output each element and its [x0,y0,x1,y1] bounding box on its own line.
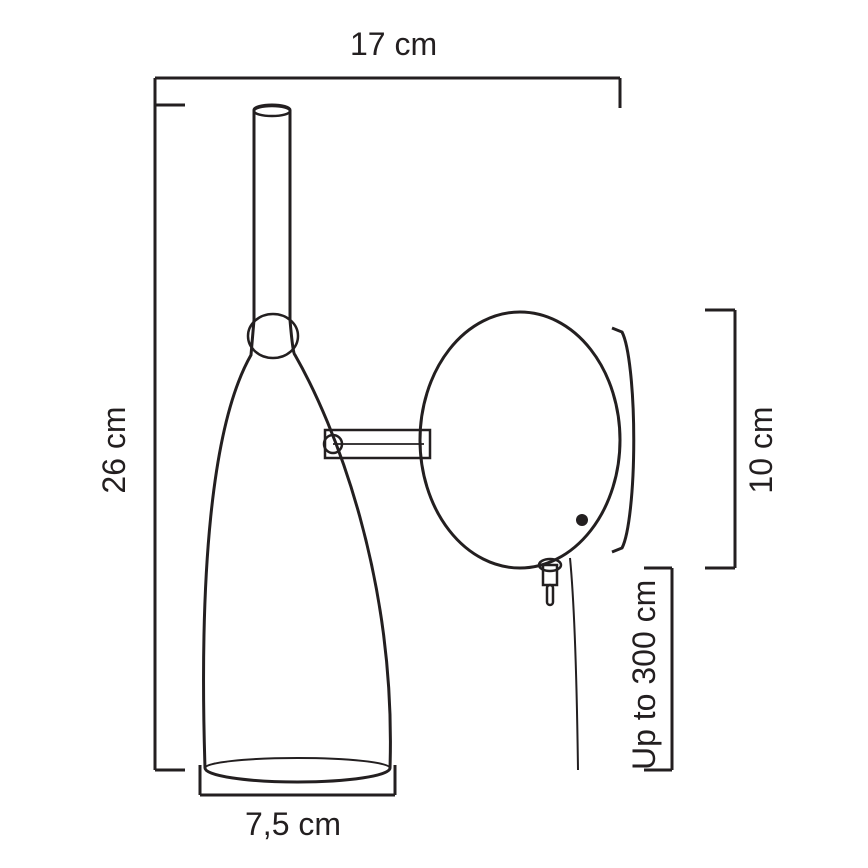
dim-cord-label: Up to 300 cm [626,580,662,770]
screw-dot [576,514,588,526]
dim-right-cord: Up to 300 cm [626,568,672,770]
dim-top: 17 cm [155,26,620,108]
dimension-diagram: 17 cm 26 cm 7,5 cm 10 cm Up to 300 cm [0,0,868,868]
dim-plate-label: 10 cm [743,406,779,493]
dim-left-label: 26 cm [96,406,132,493]
wall-plate [420,312,634,568]
dim-top-label: 17 cm [350,26,437,62]
pull-switch [539,558,578,770]
dim-bottom-label: 7,5 cm [245,806,341,842]
dim-left: 26 cm [96,105,185,770]
dim-right-plate: 10 cm [705,310,779,568]
